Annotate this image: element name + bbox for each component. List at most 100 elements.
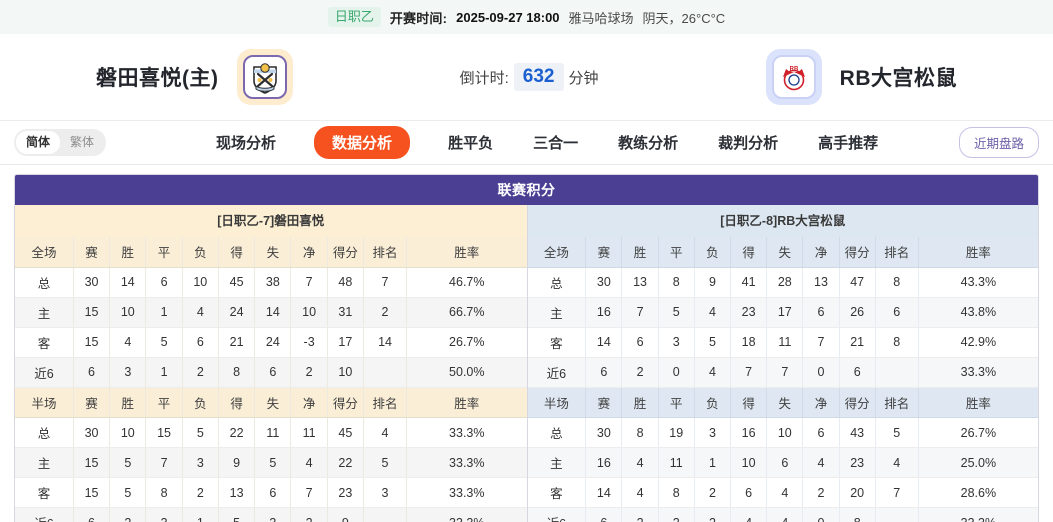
row-label: 主 bbox=[15, 447, 74, 478]
row-label: 近6 bbox=[15, 507, 74, 522]
table-cell: 6 bbox=[766, 447, 804, 478]
table-cell: 25.0% bbox=[918, 447, 1038, 478]
table-cell: 47 bbox=[839, 267, 876, 298]
tab-three-in-one[interactable]: 三合一 bbox=[533, 135, 579, 152]
tab-coach-analysis[interactable]: 教练分析 bbox=[618, 135, 679, 152]
row-label: 客 bbox=[527, 327, 587, 358]
table-cell: 5 bbox=[109, 477, 147, 508]
table-cell: 33.3% bbox=[406, 417, 527, 448]
column-header: 赛 bbox=[585, 387, 623, 418]
table-cell: 1 bbox=[182, 507, 219, 522]
table-header-row: 全场赛胜平负得失净得分 排名 胜率 bbox=[15, 237, 527, 268]
tab-live-analysis[interactable]: 现场分析 bbox=[216, 135, 277, 152]
table-cell: 45 bbox=[327, 417, 365, 448]
home-standings-heading: [日职乙-7]磐田喜悦 bbox=[15, 205, 527, 237]
standings-table: 半场赛胜平负得失净得分 排名 胜率总 30 8 19 3 16 10 6 43 5 26.7% 主 16 4 1… bbox=[527, 387, 1038, 522]
table-cell: 33.3% bbox=[918, 357, 1038, 388]
column-header: 全场 bbox=[15, 237, 74, 268]
table-cell: 10 bbox=[766, 417, 804, 448]
home-team[interactable]: 磐田喜悦(主) bbox=[96, 49, 293, 105]
table-cell: 2 bbox=[694, 507, 732, 522]
standings-table: 全场赛胜平负得失净得分 排名 胜率总 30 13 8 9 41 28 13 47 8 43.3% 主 16 7… bbox=[527, 237, 1038, 388]
language-toggle[interactable]: 简体 繁体 bbox=[14, 129, 107, 156]
column-header: 净 bbox=[802, 237, 840, 268]
table-cell: 7 bbox=[290, 477, 328, 508]
column-header: 赛 bbox=[73, 387, 111, 418]
table-cell: 7 bbox=[290, 267, 328, 298]
tab-win-draw-loss[interactable]: 胜平负 bbox=[448, 135, 494, 152]
lang-simplified-button[interactable]: 简体 bbox=[16, 131, 61, 154]
table-cell: 24 bbox=[254, 327, 292, 358]
column-header: 胜率 bbox=[406, 237, 527, 268]
table-cell: 19 bbox=[658, 417, 695, 448]
recent-odds-button[interactable]: 近期盘路 bbox=[958, 127, 1039, 158]
table-row: 主 16 7 5 4 23 17 6 26 6 43.8% bbox=[527, 297, 1038, 328]
match-info-bar: 日职乙 开赛时间: 2025-09-27 18:00 雅马哈球场 阴天，26°C… bbox=[0, 0, 1053, 34]
column-header: 失 bbox=[254, 387, 292, 418]
league-standings-panel: 联赛积分 [日职乙-7]磐田喜悦 全场赛胜平负得失净得分 排名 胜率总 30 14 6 10… bbox=[14, 174, 1039, 522]
table-cell: 16 bbox=[730, 417, 768, 448]
table-cell: 5 bbox=[218, 507, 256, 522]
kickoff-label: 开赛时间: bbox=[389, 10, 448, 26]
column-header: 胜率 bbox=[918, 237, 1038, 268]
table-cell: 4 bbox=[694, 357, 732, 388]
table-cell: 22 bbox=[218, 417, 256, 448]
table-cell: 14 bbox=[109, 267, 147, 298]
table-row: 近6 6 2 0 4 7 7 0 6 33.3% bbox=[527, 357, 1038, 388]
table-cell: 6 bbox=[730, 477, 768, 508]
table-row: 客 15 5 8 2 13 6 7 23 3 33.3% bbox=[15, 477, 527, 508]
standings-tables: [日职乙-7]磐田喜悦 全场赛胜平负得失净得分 排名 胜率总 30 14 6 10 45 38 7… bbox=[15, 205, 1038, 522]
column-header: 排名 bbox=[875, 387, 919, 418]
row-label: 总 bbox=[527, 417, 587, 448]
table-row: 近6 6 3 1 2 8 6 2 10 50.0% bbox=[15, 357, 527, 388]
table-cell: 2 bbox=[658, 507, 695, 522]
table-cell: 10 bbox=[327, 357, 365, 388]
tab-data-analysis[interactable]: 数据分析 bbox=[314, 126, 411, 159]
table-cell: 14 bbox=[363, 327, 408, 358]
table-cell: 2 bbox=[290, 507, 328, 522]
column-header: 负 bbox=[182, 237, 219, 268]
away-team[interactable]: RB RB大宫松鼠 bbox=[765, 49, 957, 105]
column-header: 赛 bbox=[73, 237, 111, 268]
table-cell: 10 bbox=[730, 447, 768, 478]
tab-expert-picks[interactable]: 高手推荐 bbox=[818, 135, 879, 152]
table-cell: 2 bbox=[802, 477, 840, 508]
table-cell: 6 bbox=[585, 357, 623, 388]
table-cell: 16 bbox=[585, 297, 623, 328]
table-cell: 23 bbox=[730, 297, 768, 328]
tab-referee-analysis[interactable]: 裁判分析 bbox=[718, 135, 779, 152]
table-cell: 7 bbox=[621, 297, 659, 328]
column-header: 负 bbox=[694, 237, 732, 268]
table-cell: 2 bbox=[621, 507, 659, 522]
column-header: 平 bbox=[145, 387, 183, 418]
table-cell: 0 bbox=[802, 507, 840, 522]
table-cell: 42.9% bbox=[918, 327, 1038, 358]
panel-title: 联赛积分 bbox=[15, 175, 1038, 205]
table-cell: 17 bbox=[327, 327, 365, 358]
column-header: 得 bbox=[218, 387, 256, 418]
home-standings-body: 全场赛胜平负得失净得分 排名 胜率总 30 14 6 10 45 38 7 48 7 46.7% 主 15 1… bbox=[15, 237, 527, 522]
table-cell: 0 bbox=[802, 357, 840, 388]
row-label: 主 bbox=[527, 297, 587, 328]
table-cell: 1 bbox=[145, 297, 183, 328]
table-cell: 8 bbox=[839, 507, 876, 522]
lang-traditional-button[interactable]: 繁体 bbox=[70, 135, 95, 150]
table-cell: 6 bbox=[802, 417, 840, 448]
league-tag: 日职乙 bbox=[327, 6, 381, 28]
table-cell: 4 bbox=[363, 417, 408, 448]
column-header: 得分 bbox=[839, 237, 876, 268]
venue-label: 雅马哈球场 bbox=[568, 10, 634, 26]
table-cell: 9 bbox=[694, 267, 732, 298]
table-row: 主 16 4 11 1 10 6 4 23 4 25.0% bbox=[527, 447, 1038, 478]
column-header: 胜率 bbox=[406, 387, 527, 418]
table-cell: 30 bbox=[585, 417, 623, 448]
row-label: 主 bbox=[15, 297, 74, 328]
table-cell: 6 bbox=[73, 357, 111, 388]
table-row: 主 15 10 1 4 24 14 10 31 2 66.7% bbox=[15, 297, 527, 328]
table-cell: 2 bbox=[182, 477, 219, 508]
table-cell: 15 bbox=[73, 477, 111, 508]
row-label: 客 bbox=[527, 477, 587, 508]
column-header: 失 bbox=[254, 237, 292, 268]
table-cell: 10 bbox=[109, 417, 147, 448]
table-cell: 21 bbox=[839, 327, 876, 358]
